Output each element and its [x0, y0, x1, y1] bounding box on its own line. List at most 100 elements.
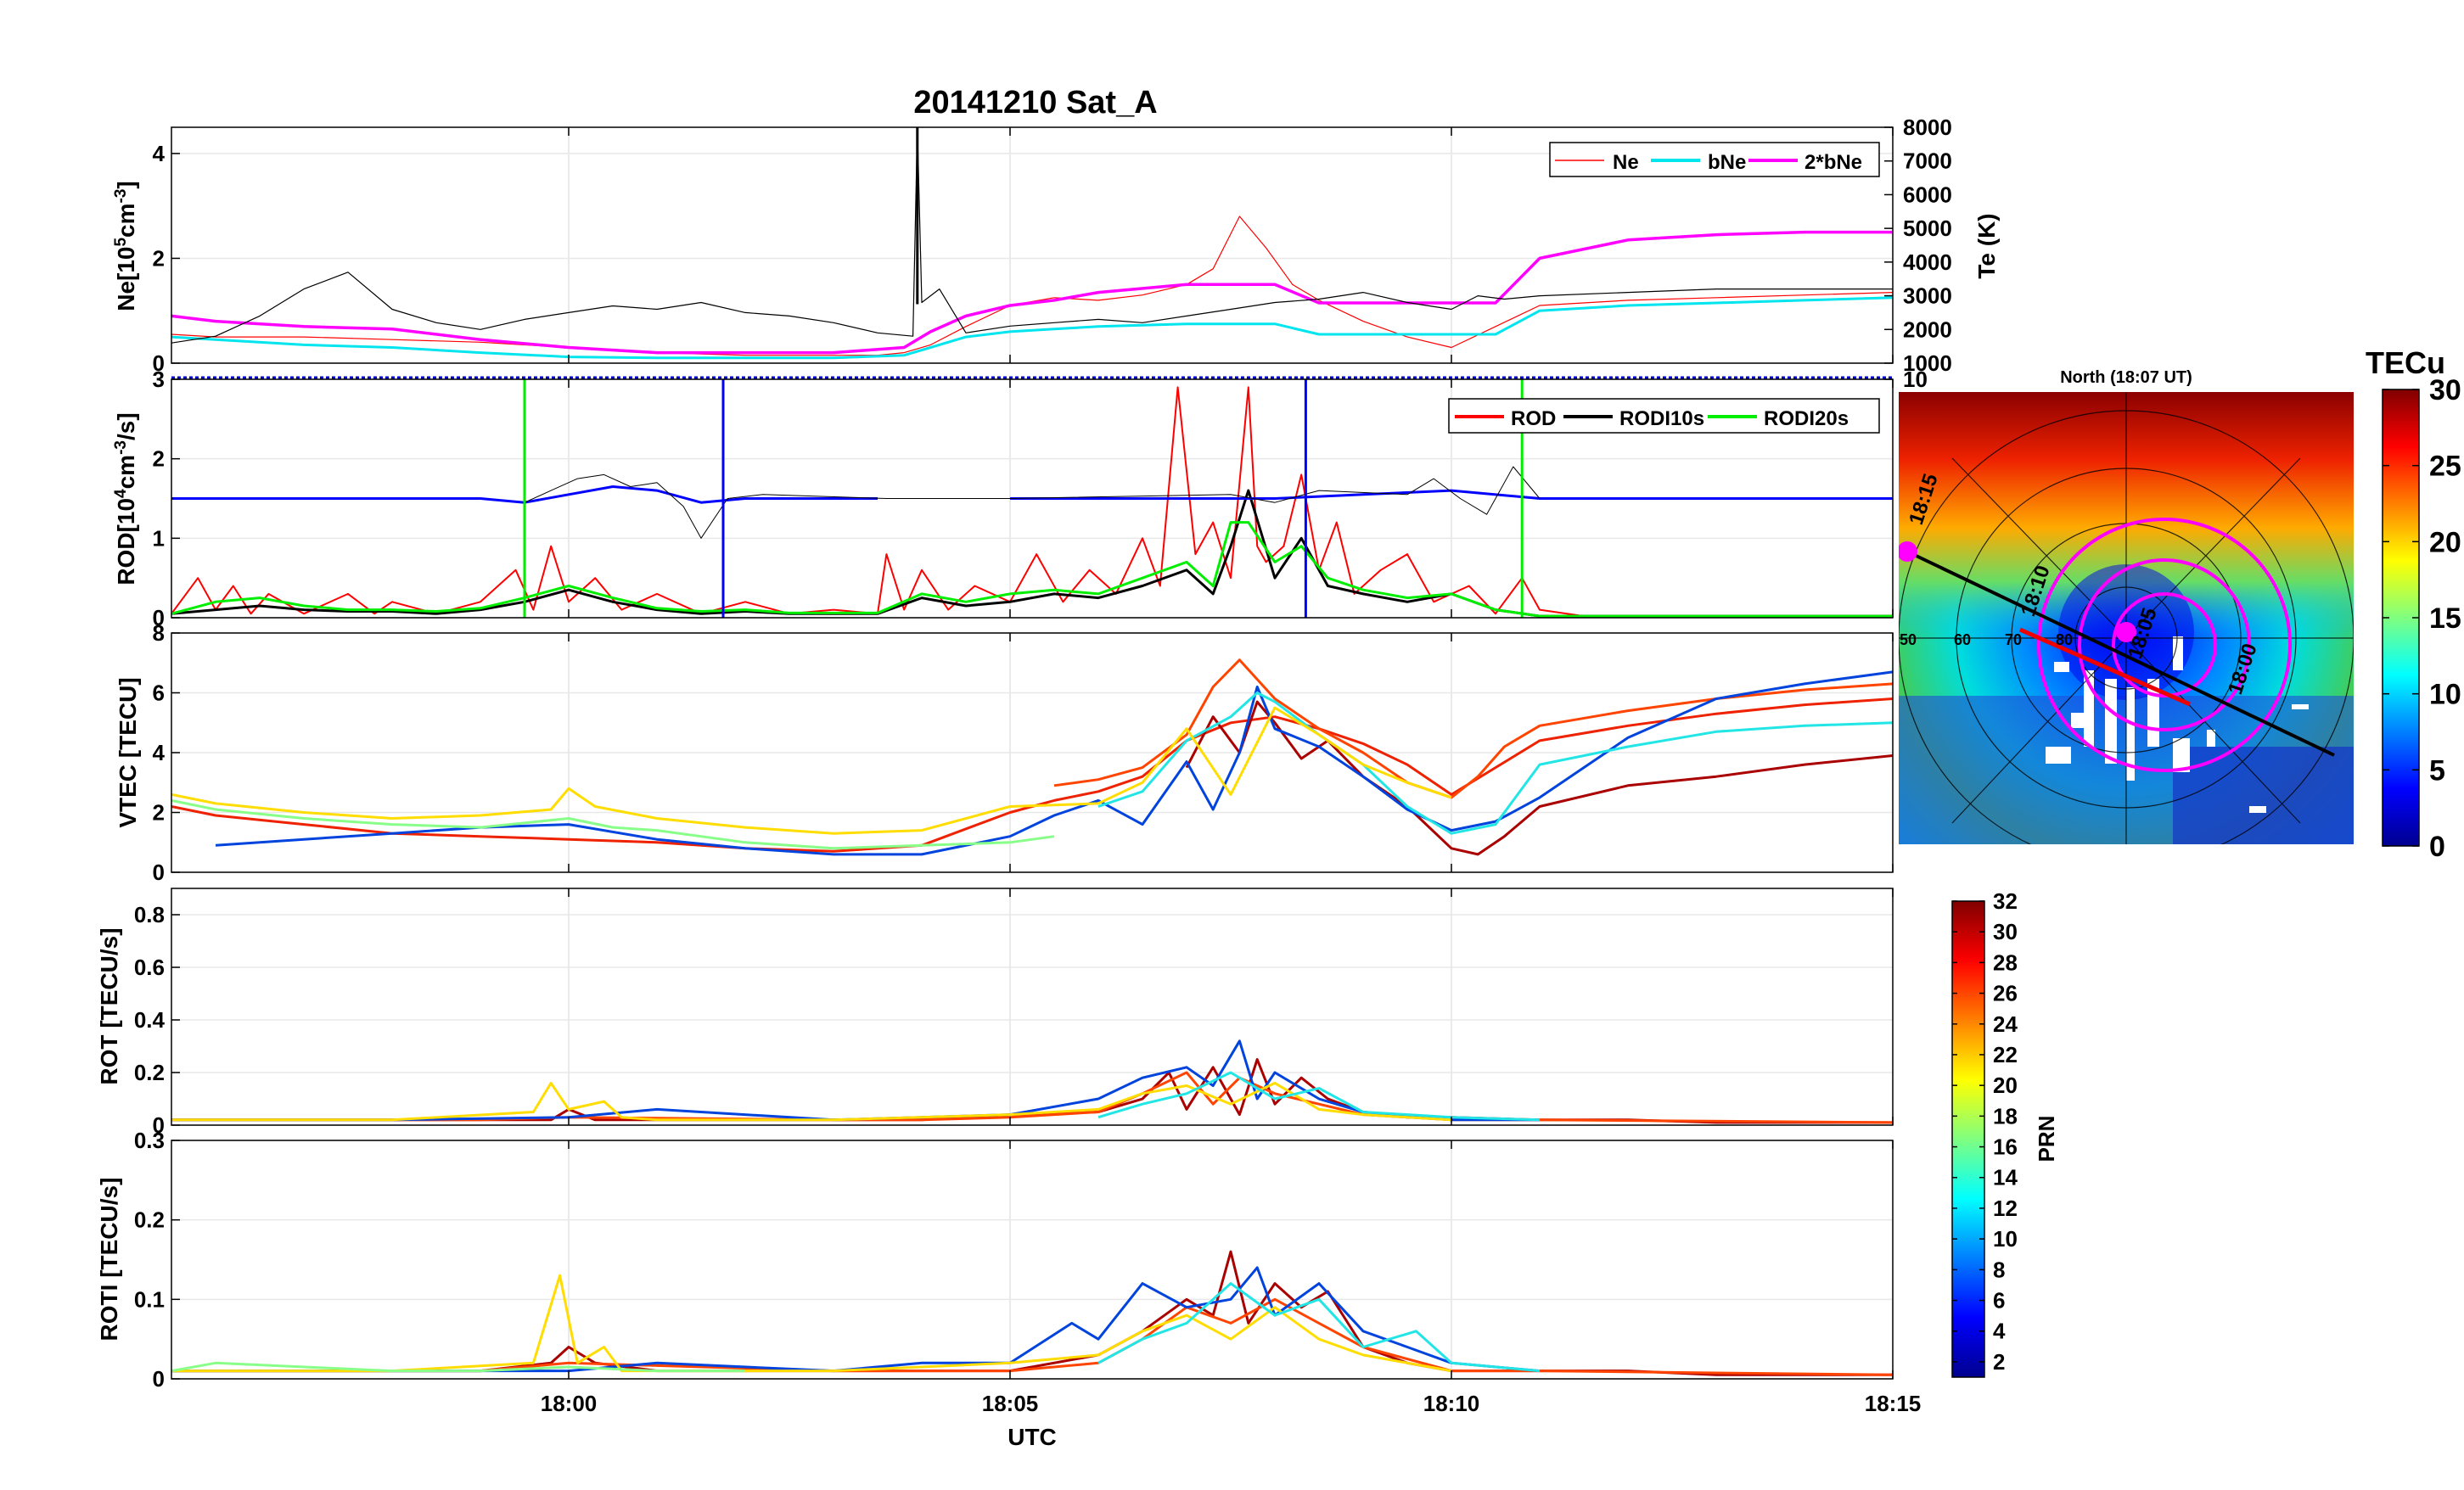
ne-y2tick-5: 6000: [1903, 182, 1952, 207]
tec-tick-30: 30: [2429, 374, 2461, 406]
map-lat-60: 60: [1954, 631, 1971, 648]
vtec-series-prn-f: [171, 706, 1452, 835]
prn-tick-4: 4: [1993, 1319, 2006, 1344]
prn-tick-8: 8: [1993, 1257, 2005, 1282]
roti-ytick-1: 0.1: [134, 1286, 165, 1312]
x-tick-2: 18:10: [1423, 1391, 1480, 1416]
prn-tick-6: 6: [1993, 1288, 2005, 1314]
rot-ylabel: ROT [TECU/s]: [96, 927, 122, 1084]
roti-series-prn-d: [171, 1266, 1541, 1373]
ne-ylabel: Ne[105cm-3]: [112, 181, 139, 311]
prn-tick-12: 12: [1993, 1196, 2018, 1221]
ne-ytick-0: 0: [153, 350, 165, 376]
ne-y2tick-6: 7000: [1903, 148, 1952, 174]
rod-y2tick-0: 10: [1903, 367, 1928, 392]
ne-y2tick-1: 2000: [1903, 316, 1952, 342]
rod-ylabel: ROD[104cm-3/s]: [112, 412, 139, 585]
ne-legend: Ne bNe 2*bNe: [1549, 142, 1880, 177]
tec-tick-0: 0: [2429, 831, 2445, 863]
prn-tick-28: 28: [1993, 949, 2018, 975]
tec-tick-20: 20: [2429, 526, 2461, 558]
roti-panel: 0 0.1 0.2 0.3 18:00 18:05 18:10 18:15: [134, 1128, 1921, 1416]
rod-series-rodi20s: [171, 521, 1893, 618]
map-lat-50: 50: [1900, 631, 1917, 648]
ne-ytick-1: 2: [153, 245, 165, 271]
roti-ytick-2: 0.2: [134, 1207, 165, 1233]
x-axis-label: UTC: [1007, 1424, 1057, 1450]
figure-title: 20141210 Sat_A: [913, 85, 1157, 120]
x-tick-0: 18:00: [541, 1391, 598, 1416]
rod-series-rodi-raw: [524, 466, 1541, 539]
roti-series-prn-e: [1097, 1282, 1541, 1373]
prn-tick-2: 2: [1993, 1349, 2005, 1375]
vtec-ytick-3: 6: [153, 681, 165, 706]
rot-series-prn-f: [171, 1081, 1452, 1122]
map-title: North (18:07 UT): [2060, 368, 2192, 387]
prn-tick-18: 18: [1993, 1103, 2018, 1129]
rod-series-rodi10s: [171, 489, 1893, 618]
tec-colorbar: TECu 0 5 10 15 20 25 30: [2366, 345, 2461, 863]
vtec-series-prn-a: [171, 697, 1893, 853]
legend-ne: Ne: [1613, 151, 1639, 174]
roti-ylabel: ROTI [TECU/s]: [96, 1178, 122, 1342]
map-lat-70: 70: [2005, 631, 2022, 648]
prn-tick-10: 10: [1993, 1226, 2018, 1252]
rod-series-flag: [171, 485, 1893, 504]
map-lat-80: 80: [2056, 631, 2073, 648]
vtec-ytick-0: 0: [153, 860, 165, 885]
te-ylabel: Te (K): [1973, 213, 2000, 278]
rod-ytick-2: 2: [153, 446, 165, 472]
prn-tick-20: 20: [1993, 1073, 2018, 1098]
rod-legend: ROD RODI10s RODI20s: [1448, 398, 1880, 434]
rot-ytick-0: 0: [153, 1112, 165, 1138]
ne-y2tick-2: 3000: [1903, 283, 1952, 309]
vtec-panel: 0 2 4 6 8: [153, 620, 1894, 885]
vtec-series-prn-d: [215, 670, 1893, 856]
tec-tick-10: 10: [2429, 679, 2461, 711]
ne-y2tick-7: 8000: [1903, 115, 1952, 140]
prn-tick-16: 16: [1993, 1134, 2018, 1160]
polar-map: 18:15 18:10 18:05 18:00 50 60 70 80 Nort…: [1899, 368, 2354, 844]
ne-series-2-bne: [171, 230, 1893, 355]
x-tick-1: 18:05: [982, 1391, 1039, 1416]
vtec-ytick-2: 4: [153, 740, 166, 765]
legend-rodi10s: RODI10s: [1619, 407, 1704, 430]
prn-tick-14: 14: [1993, 1165, 2018, 1190]
prn-colorbar-label: PRN: [2034, 1116, 2059, 1162]
roti-ytick-0: 0: [153, 1366, 165, 1392]
tec-tick-15: 15: [2429, 602, 2461, 635]
vtec-ylabel: VTEC [TECU]: [115, 677, 141, 827]
roti-ytick-3: 0.3: [134, 1128, 165, 1153]
prn-tick-26: 26: [1993, 981, 2018, 1006]
prn-tick-30: 30: [1993, 919, 2018, 944]
rot-ytick-3: 0.6: [134, 955, 165, 980]
tec-tick-25: 25: [2429, 451, 2461, 483]
ne-series-te: [171, 127, 1893, 344]
prn-tick-32: 32: [1993, 888, 2018, 914]
rot-series-prn-d: [171, 1039, 1540, 1122]
rod-ytick-1: 1: [153, 525, 165, 551]
legend-rodi20s: RODI20s: [1764, 407, 1849, 430]
ne-y2tick-3: 4000: [1903, 249, 1952, 275]
legend-2bne: 2*bNe: [1805, 151, 1862, 174]
vtec-ytick-1: 2: [153, 800, 165, 826]
x-tick-3: 18:15: [1865, 1391, 1922, 1416]
ne-ytick-2: 4: [153, 141, 166, 166]
vtec-series-prn-b: [1053, 658, 1893, 799]
ne-y2tick-0: 1000: [1903, 350, 1952, 376]
rot-series-prn-e: [1097, 1071, 1541, 1122]
rod-ytick-0: 0: [153, 605, 165, 630]
vtec-series-prn-e: [1097, 692, 1893, 835]
vtec-ytick-4: 8: [153, 620, 165, 646]
tec-tick-5: 5: [2429, 754, 2445, 787]
vtec-series-prn-g: [171, 798, 1055, 850]
rot-ytick-1: 0.2: [134, 1060, 165, 1085]
ne-series-bne: [171, 296, 1893, 360]
roti-series-prn-g: [171, 1361, 745, 1373]
rod-ytick-3: 3: [153, 367, 165, 392]
prn-tick-24: 24: [1993, 1011, 2018, 1037]
rot-panel: 0 0.2 0.4 0.6 0.8: [134, 888, 1894, 1138]
ne-y2tick-4: 5000: [1903, 216, 1952, 241]
